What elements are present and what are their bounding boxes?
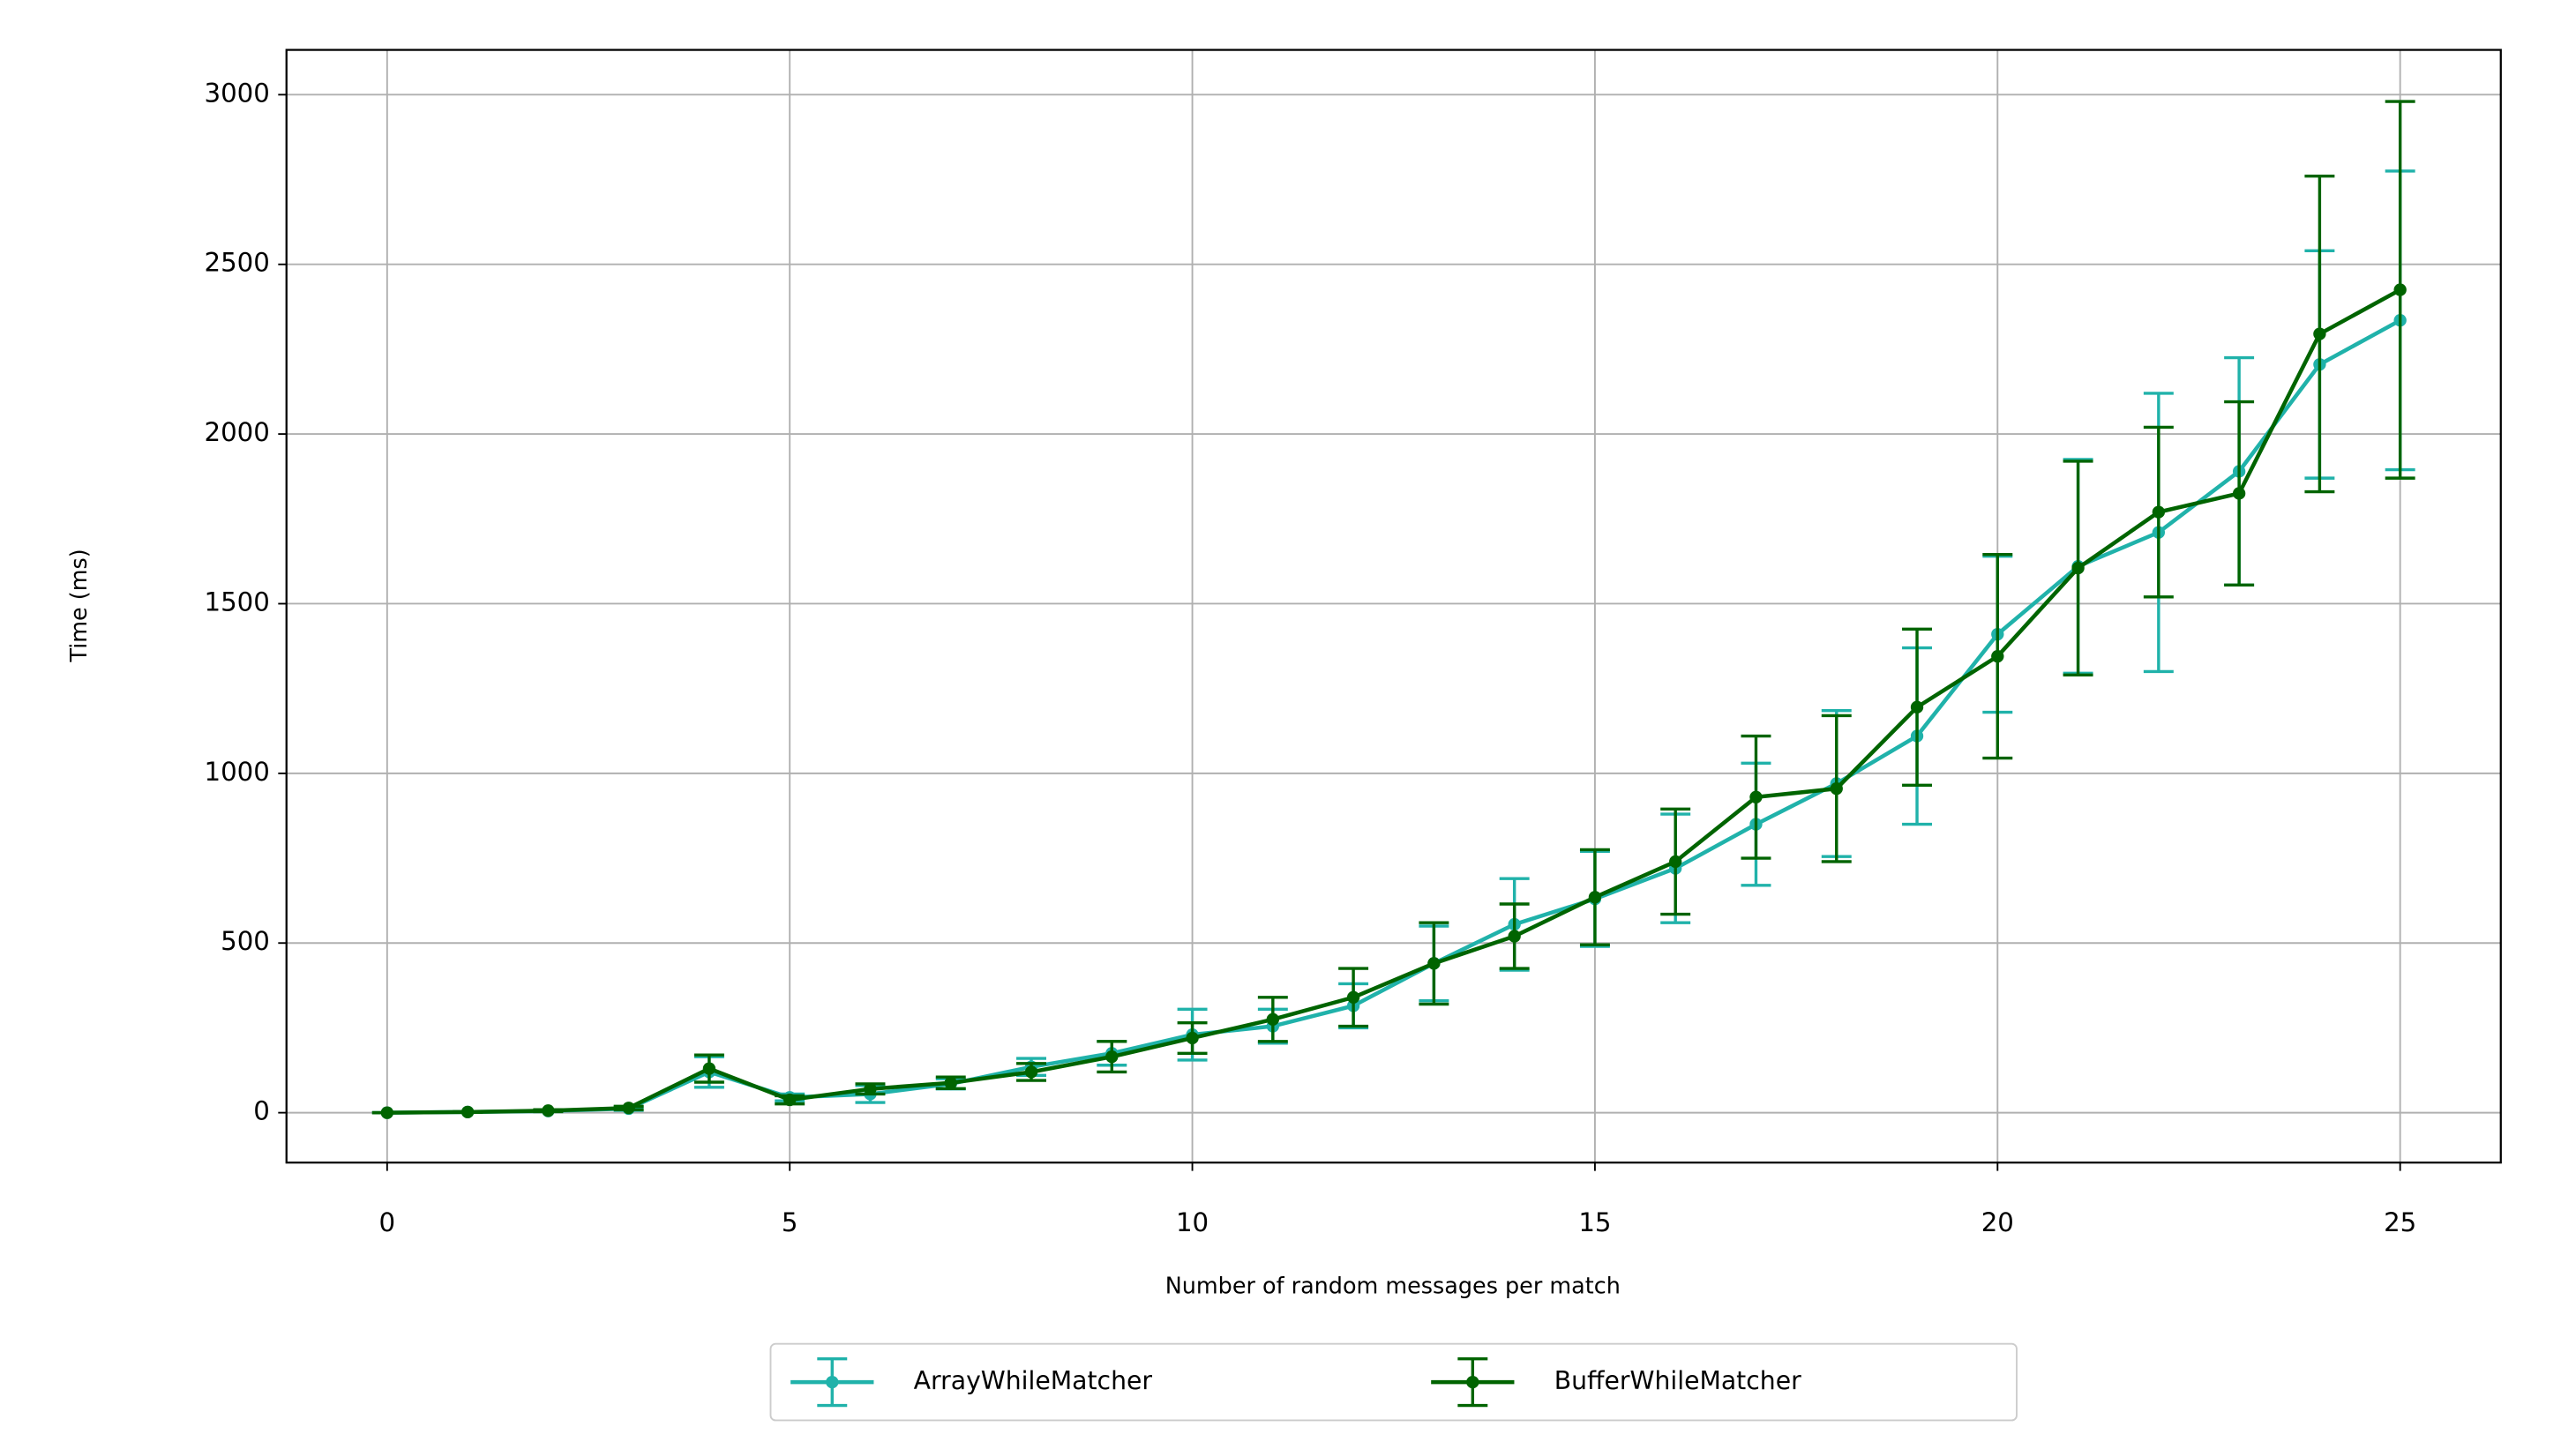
y-tick-label: 500	[221, 926, 270, 956]
x-tick-label: 15	[1578, 1207, 1611, 1237]
y-tick-label: 0	[253, 1096, 270, 1126]
point	[1669, 855, 1682, 869]
y-tick-label: 2500	[205, 248, 270, 278]
x-tick-label: 0	[379, 1207, 396, 1237]
x-tick-label: 5	[782, 1207, 798, 1237]
axes-frame	[285, 49, 2502, 1164]
point	[2152, 505, 2166, 519]
x-tick-label: 25	[2384, 1207, 2416, 1237]
legend-marker	[1466, 1375, 1479, 1389]
point	[1024, 1065, 1038, 1079]
point	[1105, 1050, 1119, 1064]
point	[864, 1082, 877, 1095]
legend-label: BufferWhileMatcher	[1554, 1366, 1801, 1395]
point	[1346, 990, 1360, 1004]
y-tick-label: 1000	[205, 757, 270, 787]
point	[1186, 1031, 1199, 1045]
point	[2232, 487, 2246, 500]
point	[542, 1104, 555, 1117]
point	[2393, 283, 2407, 296]
point	[1588, 891, 1602, 904]
point	[1830, 782, 1843, 796]
y-tick-label: 3000	[205, 78, 270, 108]
point	[1508, 930, 1521, 943]
legend-marker	[826, 1375, 839, 1389]
point	[2071, 561, 2085, 575]
point	[783, 1093, 797, 1107]
point	[702, 1062, 716, 1075]
point	[1427, 957, 1441, 970]
x-axis-label: Number of random messages per match	[1165, 1274, 1621, 1300]
point	[622, 1102, 635, 1115]
point	[1266, 1012, 1280, 1026]
y-axis-label: Time (ms)	[66, 549, 93, 662]
point	[944, 1076, 957, 1089]
series-line	[386, 288, 2401, 1115]
legend-label: ArrayWhileMatcher	[914, 1366, 1153, 1395]
y-tick-label: 2000	[205, 417, 270, 447]
point	[380, 1106, 393, 1119]
y-tick-label: 1500	[205, 587, 270, 616]
x-tick-label: 10	[1176, 1207, 1209, 1237]
legend: ArrayWhileMatcher BufferWhileMatcher	[769, 1342, 2018, 1422]
point	[1749, 790, 1763, 803]
point	[2313, 327, 2326, 340]
series-line	[386, 318, 2401, 1115]
point	[1991, 649, 2004, 663]
x-tick-label: 20	[1981, 1207, 2014, 1237]
legend-frame	[769, 1342, 2018, 1422]
point	[461, 1105, 475, 1119]
point	[1910, 700, 1924, 714]
